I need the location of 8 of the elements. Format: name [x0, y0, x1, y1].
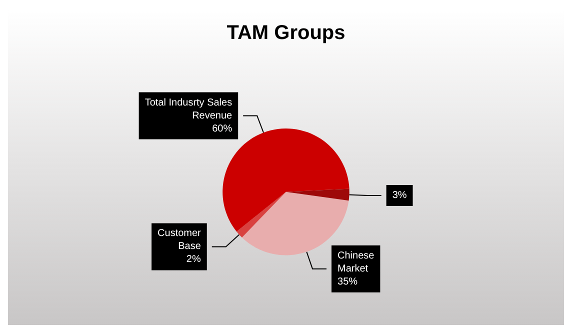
slice-label: Customer Base: [158, 228, 202, 252]
data-label: 35%: [338, 276, 358, 288]
data-label: 3%: [392, 190, 407, 202]
chart-title: TAM Groups: [226, 22, 346, 44]
slice-label: Total Indusrty Sales Revenue: [144, 97, 233, 122]
slice-label: Chinese Market: [338, 250, 375, 274]
data-label: 60%: [212, 123, 232, 134]
data-label: 2%: [186, 254, 201, 266]
